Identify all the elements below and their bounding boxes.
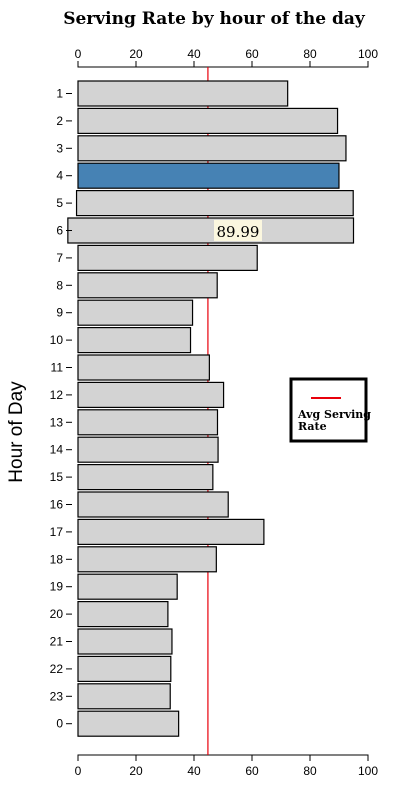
bar-hour-14[interactable] [77,436,219,463]
y-tick-label: 4 [56,169,63,183]
y-tick-label: 6 [56,224,63,238]
y-tick-label: 7 [56,251,63,265]
x-tick-label: 40 [187,764,201,778]
chart-title: Serving Rate by hour of the day [63,9,366,29]
bar-hour-22[interactable] [77,655,172,683]
y-tick-label: 0 [56,717,63,731]
top-x-axis: 0 20 40 60 80 100 [75,47,378,68]
tooltip-value: 89.99 [217,223,260,241]
x-tick-label: 100 [358,764,378,778]
y-tick-label: 23 [50,689,64,703]
legend-label-line1: Avg Serving [297,408,371,421]
bar-hour-11[interactable] [77,354,210,381]
bar-hour-7[interactable] [77,244,258,271]
bottom-x-axis: 0 20 40 60 80 100 [75,754,378,778]
y-tick-label: 2 [56,114,63,128]
x-tick-label: 80 [303,47,317,61]
bar-hour-16[interactable] [77,491,229,518]
value-tooltip: 89.99 [214,220,262,241]
bar-hour-17[interactable] [77,518,265,546]
y-tick-label: 14 [50,443,64,457]
bar-hour-19[interactable] [77,573,178,600]
y-tick-label: 5 [56,196,63,210]
bar-hour-20[interactable] [77,600,169,628]
bar-hour-1[interactable] [77,80,289,107]
y-tick-label: 8 [56,278,63,292]
x-tick-label: 100 [358,47,378,61]
bar-hour-21[interactable] [77,628,173,655]
y-tick-label: 3 [56,141,63,155]
y-tick-label: 18 [50,552,64,566]
bars-group [67,67,355,755]
bar-hour-2[interactable] [77,107,339,135]
legend-label-line2: Rate [298,420,327,433]
x-tick-label: 20 [129,764,143,778]
legend-box [289,377,368,443]
bar-hour-10[interactable] [77,327,192,354]
bar-hour-15[interactable] [77,464,214,491]
bar-hour-6[interactable] [67,217,355,244]
bar-hour-9[interactable] [77,299,194,326]
x-tick-label: 60 [245,764,259,778]
bar-hour-0[interactable] [77,710,180,737]
y-tick-label: 21 [50,635,64,649]
y-tick-label: 9 [56,306,63,320]
bar-hour-23[interactable] [77,683,171,710]
x-axis-domain [77,754,369,761]
x-tick-label: 0 [75,764,82,778]
y-tick-label: 17 [50,525,64,539]
y-tick-label: 16 [50,498,64,512]
y-tick-label: 13 [50,415,64,429]
bar-hour-5[interactable] [75,190,354,217]
y-tick-label: 12 [50,388,64,402]
y-tick-label: 11 [51,361,64,375]
y-axis-label: Hour of Day [6,381,27,483]
y-tick-label: 20 [50,607,64,621]
y-tick-label: 15 [50,470,64,484]
x-tick-label: 80 [303,764,317,778]
legend: Avg Serving Rate [289,377,371,443]
y-tick-label: 22 [50,662,64,676]
tooltip-background [214,220,262,241]
x-tick-label: 60 [245,47,259,61]
bar-hour-4[interactable] [77,162,340,189]
bar-hour-3[interactable] [77,135,347,162]
bar-hour-8[interactable] [77,272,218,299]
bar-hour-12[interactable] [77,381,225,408]
x-tick-label: 40 [187,47,201,61]
y-tick-label: 1 [56,87,63,101]
y-tick-label: 19 [50,580,64,594]
x-axis-domain [77,61,369,68]
x-tick-label: 0 [75,47,82,61]
bar-hour-13[interactable] [77,409,219,436]
x-tick-label: 20 [129,47,143,61]
y-tick-label: 10 [50,333,64,347]
bar-hour-18[interactable] [77,546,217,573]
